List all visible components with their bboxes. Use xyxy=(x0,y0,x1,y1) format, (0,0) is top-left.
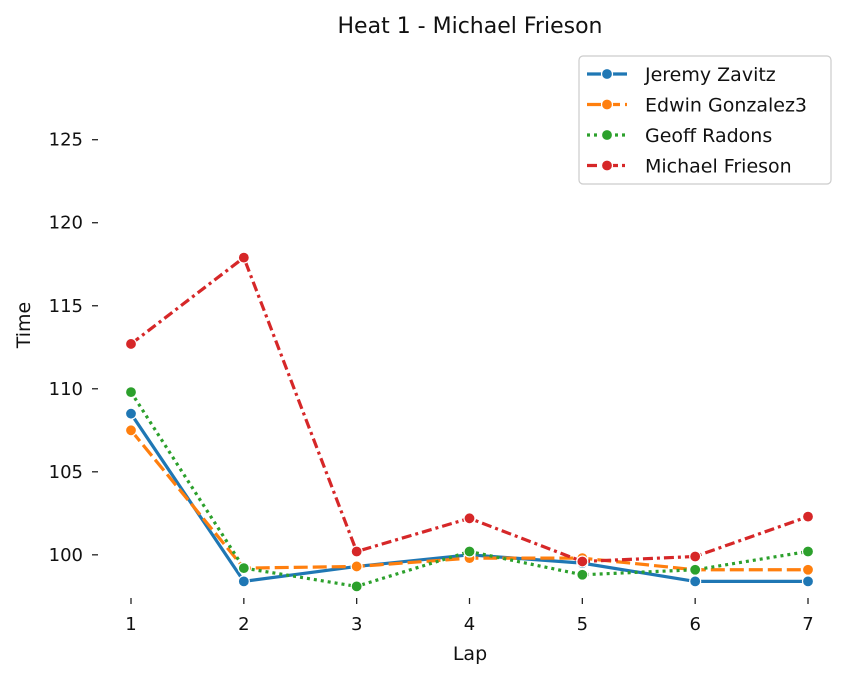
legend-swatch-marker xyxy=(600,67,614,81)
x-tick-label: 4 xyxy=(464,614,475,635)
legend: Jeremy Zavitz Edwin Gonzalez3 Geoff Radons… xyxy=(578,55,832,185)
data-point xyxy=(801,510,815,523)
legend-frame xyxy=(578,55,832,185)
data-point xyxy=(350,560,363,573)
y-tick-label: 120 xyxy=(49,213,83,234)
x-tick-label: 7 xyxy=(802,614,813,635)
chart-title: Heat 1 - Michael Frieson xyxy=(338,14,603,39)
x-tick-label: 6 xyxy=(689,614,700,635)
y-tick-label: 115 xyxy=(49,296,83,317)
x-tick-label: 3 xyxy=(351,614,362,635)
legend-entry: Edwin Gonzalez3 xyxy=(587,95,807,117)
legend-swatch-marker xyxy=(600,98,614,111)
legend-label: Michael Frieson xyxy=(645,156,792,178)
y-axis-label: Time xyxy=(13,302,35,350)
legend-label: Geoff Radons xyxy=(645,125,772,147)
data-point xyxy=(124,385,138,399)
legend-entry: Michael Frieson xyxy=(587,156,792,178)
x-axis-label: Lap xyxy=(453,643,487,665)
data-point xyxy=(124,337,138,351)
data-point xyxy=(237,562,250,575)
legend-swatch-marker xyxy=(600,128,614,142)
data-point xyxy=(576,555,589,568)
data-point xyxy=(350,580,363,593)
data-point xyxy=(689,575,702,588)
series-michael-frieson xyxy=(124,251,815,568)
data-point xyxy=(463,512,476,525)
legend-entry: Geoff Radons xyxy=(587,125,772,147)
x-tick-label: 5 xyxy=(577,614,588,635)
data-point xyxy=(124,407,138,420)
y-tick-label: 105 xyxy=(49,462,83,483)
x-tick-label: 1 xyxy=(125,614,136,635)
data-point xyxy=(124,424,138,437)
data-point xyxy=(237,575,250,588)
legend-entry: Jeremy Zavitz xyxy=(587,64,776,86)
legend-label: Edwin Gonzalez3 xyxy=(645,95,807,117)
series-layer xyxy=(124,251,815,593)
series-geoff-radons xyxy=(124,385,815,593)
legend-swatch-marker xyxy=(600,159,614,172)
legend-label: Jeremy Zavitz xyxy=(644,64,776,86)
data-point xyxy=(350,545,363,558)
data-point xyxy=(463,545,476,558)
axis-ticks: 100 105 110 115 120 125 1 2 3 4 5 6 7 xyxy=(49,130,814,635)
x-tick-label: 2 xyxy=(238,614,249,635)
data-point xyxy=(237,251,250,264)
data-point xyxy=(576,568,589,581)
data-point xyxy=(801,575,815,588)
data-point xyxy=(689,563,702,576)
y-tick-label: 100 xyxy=(49,545,83,566)
data-point xyxy=(801,563,815,576)
y-tick-label: 110 xyxy=(49,379,83,400)
data-point xyxy=(801,545,815,558)
data-point xyxy=(689,550,702,563)
y-tick-label: 125 xyxy=(49,130,83,151)
